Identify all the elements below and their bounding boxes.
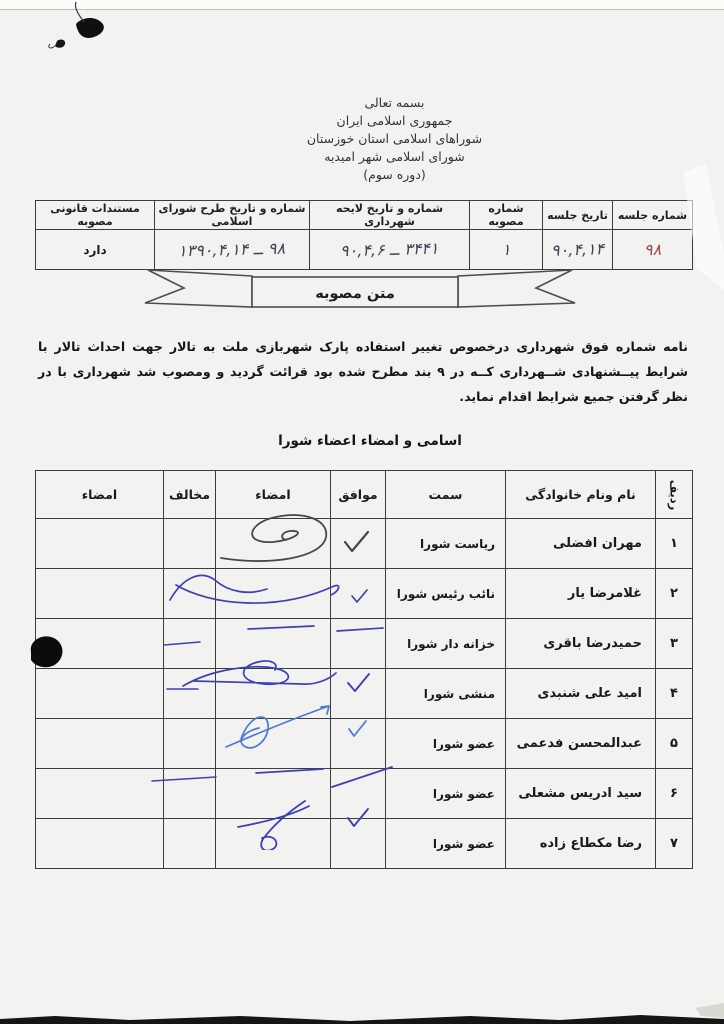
ribbon-title: متن مصوبه	[315, 286, 395, 302]
col-header-row-number: ردیف	[655, 470, 693, 519]
signature-cell	[215, 768, 331, 819]
col-header-signature-2: امضاء	[35, 470, 164, 519]
member-number: ۷	[655, 818, 693, 869]
letterhead-line-province-councils: شوراهای اسلامی استان خوزستان	[306, 131, 483, 146]
letterhead-line-country: جمهوری اسلامی ایران	[336, 113, 453, 128]
member-name: غلامرضا یار	[505, 568, 656, 619]
member-name: عبدالمحسن فدعمی	[505, 718, 656, 769]
agree-cell	[330, 518, 386, 569]
letterhead-line-city-council: شورای اسلامی شهر امیدیه	[324, 149, 465, 164]
label-session-number: شماره جلسه	[612, 200, 693, 230]
oppose-signature-cell	[35, 818, 164, 869]
signature-cell	[215, 568, 331, 619]
oppose-signature-cell	[35, 618, 164, 669]
value-council-plan: ۹۸ ــ ۱۳۹۰,۴,۱۴	[178, 238, 286, 261]
members-signature-table: ردیف نام ونام خانوادگی سمت موافق امضاء م…	[35, 470, 693, 869]
signature-cell	[215, 618, 331, 669]
label-municipality-bill: شماره و تاریخ لایحه شهرداری	[309, 200, 470, 230]
session-info-table: شماره جلسه تاریخ جلسه شماره مصوبه شماره …	[35, 200, 693, 270]
member-number: ۳	[655, 618, 693, 669]
letterhead-line-term: (دوره سوم)	[363, 167, 426, 182]
member-position: منشی شورا	[385, 668, 506, 719]
oppose-signature-cell	[35, 718, 164, 769]
col-header-full-name: نام ونام خانوادگی	[505, 470, 656, 519]
member-number: ۶	[655, 768, 693, 819]
letterhead-line-basmala: بسمه تعالی	[364, 95, 425, 110]
scan-top-edge	[0, 0, 724, 10]
member-row-4: ۴ امید علی شنبدی منشی شورا	[35, 668, 693, 719]
member-row-6: ۶ سید ادریس مشعلی عضو شورا	[35, 768, 693, 819]
oppose-cell	[163, 518, 216, 569]
signature-cell	[215, 668, 331, 719]
oppose-cell	[163, 718, 216, 769]
label-resolution-number: شماره مصوبه	[469, 200, 543, 230]
resolution-body-text: نامه شماره فوق شهرداری درخصوص تغییر استف…	[38, 339, 688, 404]
signature-cell	[215, 518, 331, 569]
member-number: ۴	[655, 668, 693, 719]
value-legal-documentation: دارد	[83, 242, 107, 257]
member-row-1: ۱ مهران افضلی ریاست شورا	[35, 518, 693, 569]
member-row-7: ۷ رضا مکطاع زاده عضو شورا	[35, 818, 693, 869]
col-header-agree: موافق	[330, 470, 386, 519]
member-number: ۵	[655, 718, 693, 769]
agree-cell	[330, 718, 386, 769]
member-name: حمیدرضا باقری	[505, 618, 656, 669]
oppose-signature-cell	[35, 518, 164, 569]
agree-cell	[330, 668, 386, 719]
value-session-number: ۹۸	[643, 239, 662, 260]
member-position: عضو شورا	[385, 718, 506, 769]
value-resolution-number: ۱	[501, 239, 511, 260]
oppose-signature-cell	[35, 668, 164, 719]
oppose-cell	[163, 618, 216, 669]
member-position: نائب رئیس شورا	[385, 568, 506, 619]
col-header-signature: امضاء	[215, 470, 331, 519]
members-section-title: اسامی و امضاء اعضاء شورا	[278, 433, 462, 449]
value-municipality-bill: ۳۴۴۱ ــ ۹۰,۴,۶	[340, 238, 439, 261]
oppose-cell	[163, 568, 216, 619]
label-session-date: تاریخ جلسه	[542, 200, 613, 230]
agree-cell	[330, 818, 386, 869]
agree-cell	[330, 618, 386, 669]
oppose-signature-cell	[35, 568, 164, 619]
value-session-date: ۹۰,۴,۱۴	[550, 239, 605, 260]
agree-cell	[330, 568, 386, 619]
resolution-text-ribbon: متن مصوبه	[144, 269, 576, 308]
member-position: ریاست شورا	[385, 518, 506, 569]
signature-cell	[215, 818, 331, 869]
agree-cell	[330, 768, 386, 819]
member-number: ۲	[655, 568, 693, 619]
signature-cell	[215, 718, 331, 769]
member-position: خزانه دار شورا	[385, 618, 506, 669]
label-council-plan: شماره و تاریخ طرح شورای اسلامی	[154, 200, 310, 230]
member-name: مهران افضلی	[505, 518, 656, 569]
oppose-cell	[163, 668, 216, 719]
col-header-oppose: مخالف	[163, 470, 216, 519]
oppose-cell	[163, 818, 216, 869]
ribbon-right-tail	[457, 269, 576, 308]
oppose-signature-cell	[35, 768, 164, 819]
member-name: رضا مکطاع زاده	[505, 818, 656, 869]
member-row-5: ۵ عبدالمحسن فدعمی عضو شورا	[35, 718, 693, 769]
member-row-2: ۲ غلامرضا یار نائب رئیس شورا	[35, 568, 693, 619]
member-row-3: ۳ حمیدرضا باقری خزانه دار شورا	[35, 618, 693, 669]
letterhead: بسمه تعالی جمهوری اسلامی ایران شوراهای ا…	[66, 94, 723, 184]
member-position: عضو شورا	[385, 818, 506, 869]
member-position: عضو شورا	[385, 768, 506, 819]
label-legal-documentation: مستندات قانونی مصوبه	[35, 200, 155, 230]
member-name: سید ادریس مشعلی	[505, 768, 656, 819]
oppose-cell	[163, 768, 216, 819]
member-name: امید علی شنبدی	[505, 668, 656, 719]
col-header-position: سمت	[385, 470, 506, 519]
member-number: ۱	[655, 518, 693, 569]
ribbon-center	[251, 276, 459, 308]
ribbon-left-tail	[144, 269, 253, 308]
